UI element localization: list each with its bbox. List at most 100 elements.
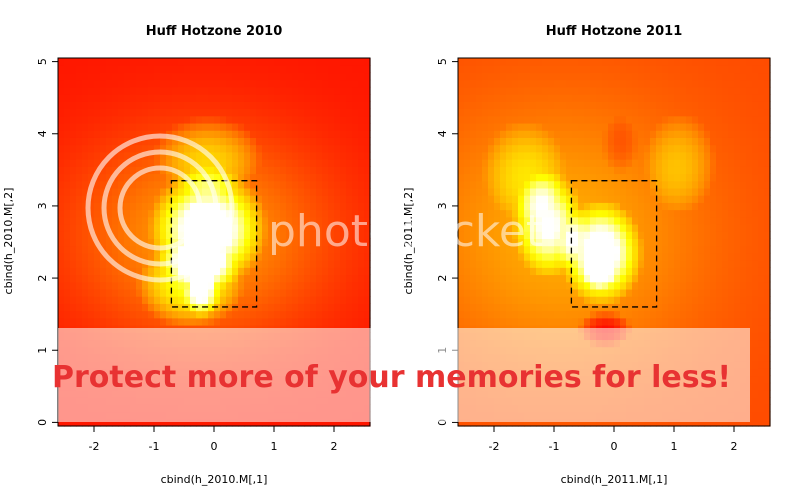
heat-cell [680,180,687,189]
heat-cell [584,267,591,276]
heat-cell [554,144,561,153]
heat-cell [464,130,471,138]
heat-cell [262,166,269,175]
heat-cell [322,223,329,232]
heat-cell [704,58,711,66]
heat-cell [148,173,155,182]
heat-cell [578,317,585,326]
heat-cell [286,159,293,167]
heat-cell [686,159,693,167]
heat-cell [614,223,621,232]
heat-cell [364,202,371,211]
heat-cell [196,317,203,326]
heat-cell [328,274,335,283]
heat-cell [668,281,675,290]
heat-cell [656,274,663,283]
heat-cell [680,72,687,81]
heat-cell [310,303,317,312]
heat-cell [560,173,567,182]
heat-cell [680,115,687,124]
heat-cell [124,296,131,304]
heat-cell [112,151,119,160]
heat-cell [94,195,101,203]
heat-cell [334,238,341,247]
heat-cell [536,303,543,312]
heat-cell [286,173,293,182]
heat-cell [106,130,113,138]
heat-cell [262,317,269,326]
heat-cell [334,252,341,261]
heat-cell [470,94,477,102]
heat-cell [112,281,119,290]
heat-cell [142,310,149,319]
heat-cell [208,310,215,319]
heat-cell [716,72,723,81]
heat-cell [178,72,185,81]
heat-cell [524,209,531,218]
heat-cell [494,137,501,146]
heat-cell [488,86,495,95]
heat-cell [268,180,275,189]
heat-cell [722,122,729,131]
heat-cell [464,274,471,283]
heat-cell [614,310,621,319]
heat-cell [214,252,221,261]
heat-cell [346,238,353,247]
heat-cell [512,317,519,326]
heat-cell [292,137,299,146]
heat-cell [464,159,471,167]
heat-cell [322,187,329,196]
heat-cell [506,137,513,146]
heat-cell [512,281,519,290]
heat-cell [214,274,221,283]
heat-cell [58,267,65,276]
heat-cell [334,223,341,232]
heat-cell [632,195,639,203]
heat-cell [100,94,107,102]
heat-cell [322,310,329,319]
heat-cell [286,209,293,218]
heat-cell [64,166,71,175]
heat-cell [530,72,537,81]
heat-cell [274,180,281,189]
heat-cell [352,101,359,110]
heat-cell [244,130,251,138]
heat-cell [208,260,215,268]
heat-cell [280,296,287,304]
heat-cell [124,166,131,175]
heat-cell [716,260,723,268]
heat-cell [512,310,519,319]
heat-cell [608,159,615,167]
heat-cell [268,267,275,276]
heat-cell [64,101,71,110]
heat-cell [644,296,651,304]
heat-cell [494,58,501,66]
heat-cell [578,187,585,196]
heat-cell [500,310,507,319]
heat-cell [124,238,131,247]
heat-cell [64,130,71,138]
heat-cell [112,231,119,239]
heat-cell [238,238,245,247]
heat-cell [608,195,615,203]
heat-cell [686,317,693,326]
heat-cell [340,173,347,182]
heat-cell [352,418,359,427]
heat-cell [244,86,251,95]
heat-cell [710,223,717,232]
heat-cell [650,187,657,196]
heat-cell [632,216,639,225]
heat-cell [470,144,477,153]
heat-cell [458,187,465,196]
heat-cell [620,144,627,153]
heat-cell [112,58,119,66]
heat-cell [100,151,107,160]
heat-cell [124,86,131,95]
heat-cell [584,223,591,232]
heat-cell [704,274,711,283]
heat-cell [506,187,513,196]
heat-cell [274,151,281,160]
heat-cell [304,238,311,247]
heat-cell [524,418,531,427]
heat-cell [310,252,317,261]
